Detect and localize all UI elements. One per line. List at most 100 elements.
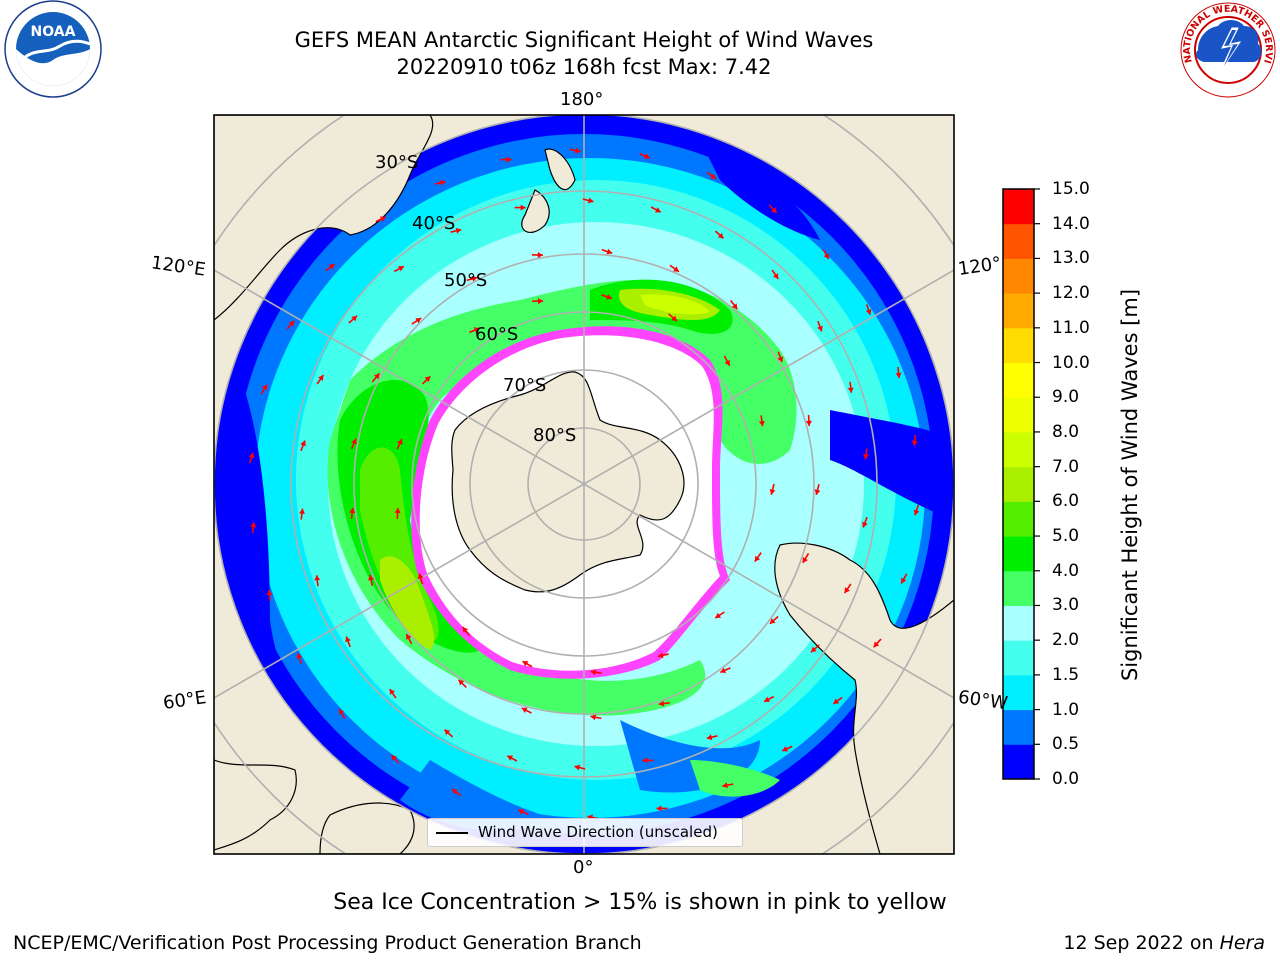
wind-arrow-head: [717, 232, 724, 239]
colorbar-segment: [1003, 466, 1034, 502]
wind-arrow-head: [345, 636, 351, 643]
wind-arrow-head: [391, 754, 397, 761]
wind-arrow-head: [590, 669, 597, 676]
wind-arrow-head: [673, 266, 679, 272]
wind-arrow-head: [769, 489, 776, 495]
wind-arrow-head: [471, 275, 478, 282]
wind-arrow-head: [451, 789, 458, 795]
wind-arrow-head: [911, 440, 918, 446]
wind-arrow-head: [810, 646, 817, 653]
map-legend: Wind Wave Direction (unscaled): [427, 818, 743, 847]
wind-arrow-head: [351, 438, 357, 445]
colorbar-label: Significant Height of Wind Waves [m]: [1118, 288, 1142, 682]
wind-arrow-head: [339, 709, 345, 715]
wind-arrow-head: [349, 507, 356, 514]
lat-label-30s: 30°S: [375, 152, 419, 173]
wind-arrow-head: [731, 303, 738, 310]
australia-landmass: [214, 115, 434, 321]
legend-line-swatch: [436, 832, 468, 834]
footer-date: 12 Sep 2022 on Hera: [1063, 932, 1265, 954]
wind-arrow-head: [814, 489, 821, 495]
wind-arrow-head: [537, 252, 543, 259]
wind-arrow-head: [606, 293, 612, 300]
colorbar-segment: [1003, 397, 1034, 433]
colorbar-tick-label: 6.0: [1052, 491, 1080, 512]
wind-arrow-head: [863, 454, 870, 460]
colorbar-segment: [1003, 570, 1034, 606]
colorbar: [1002, 188, 1040, 780]
wind-arrow-head: [351, 315, 358, 322]
wind-arrow-head: [844, 587, 850, 593]
colorbar-tick-label: 4.0: [1052, 560, 1080, 581]
wind-arrow-head: [754, 555, 761, 562]
wind-arrow-head: [518, 809, 525, 815]
wind-arrow-head: [444, 729, 451, 736]
wind-arrow-head: [782, 746, 788, 752]
wind-arrow-head: [288, 320, 295, 327]
wind-arrow-head: [394, 507, 401, 514]
noaa-logo-icon: NOAA: [4, 0, 102, 98]
wind-arrow-head: [522, 661, 529, 667]
noaa-logo-text: NOAA: [31, 24, 76, 40]
wind-arrow-head: [724, 359, 730, 366]
wind-arrow-head: [415, 318, 422, 324]
wind-arrow-head: [643, 153, 650, 159]
wind-arrow-head: [575, 147, 581, 154]
wind-arrow-head: [368, 575, 374, 581]
wind-arrow-head: [771, 207, 777, 214]
wind-arrow-head: [722, 782, 728, 789]
wind-arrow-head: [537, 298, 543, 305]
wind-arrow-head: [847, 387, 854, 393]
wind-arrow-head: [507, 755, 514, 761]
wind-arrow-head: [587, 197, 594, 204]
colorbar-tick-label: 1.0: [1052, 699, 1080, 720]
wind-arrow-head: [398, 266, 404, 272]
wind-arrow-head: [901, 577, 907, 584]
wind-arrow-head: [805, 420, 812, 426]
lat-label-70s: 70°S: [503, 375, 547, 396]
wind-arrow-head: [574, 764, 581, 771]
wind-arrow-head: [300, 440, 306, 447]
colorbar-segment: [1003, 744, 1034, 780]
wind-arrow-head: [520, 204, 526, 211]
colorbar-tick-label: 5.0: [1052, 526, 1080, 547]
chart-title: GEFS MEAN Antarctic Significant Height o…: [294, 28, 874, 52]
colorbar-tick-label: 2.0: [1052, 630, 1080, 651]
wind-arrow-head: [389, 689, 395, 695]
new-zealand-landmass: [521, 148, 576, 233]
colorbar-segment: [1003, 674, 1034, 711]
wind-arrow-head: [833, 698, 840, 704]
colorbar-segment: [1003, 501, 1034, 537]
colorbar-segment: [1003, 258, 1034, 294]
colorbar-segment: [1003, 605, 1034, 641]
lat-label-60s: 60°S: [475, 324, 519, 345]
wind-arrow-head: [417, 573, 424, 580]
graticule: [214, 115, 954, 854]
colorbar-segment: [1003, 709, 1034, 745]
colorbar-segment: [1003, 223, 1034, 259]
colorbar-tick-label: 9.0: [1052, 387, 1080, 408]
wind-arrow-head: [764, 696, 770, 702]
wind-arrow-head: [658, 700, 665, 707]
wind-arrow-head: [769, 618, 776, 624]
colorbar-segment: [1003, 536, 1034, 572]
africa-landmass: [214, 759, 297, 851]
colorbar-tick-label: 13.0: [1052, 248, 1090, 269]
wind-arrow-head: [380, 216, 386, 222]
wind-arrow-head: [758, 420, 765, 427]
wind-arrow-head: [462, 627, 469, 633]
colorbar-segment: [1003, 431, 1034, 468]
footer-credit: NCEP/EMC/Verification Post Processing Pr…: [13, 932, 642, 954]
wind-arrow-head: [318, 375, 324, 381]
wind-arrow-head: [506, 156, 512, 163]
colorbar-segment: [1003, 362, 1034, 398]
wind-arrow-head: [862, 521, 868, 528]
wind-arrow-head: [296, 653, 303, 659]
map-frame: [213, 114, 955, 855]
wind-arrow-head: [642, 757, 648, 764]
colorbar-tick-label: 0.5: [1052, 734, 1080, 755]
footer-date-text: 12 Sep 2022 on: [1063, 932, 1220, 954]
wind-arrow-head: [777, 356, 784, 363]
colorbar-tick-label: 7.0: [1052, 456, 1080, 477]
